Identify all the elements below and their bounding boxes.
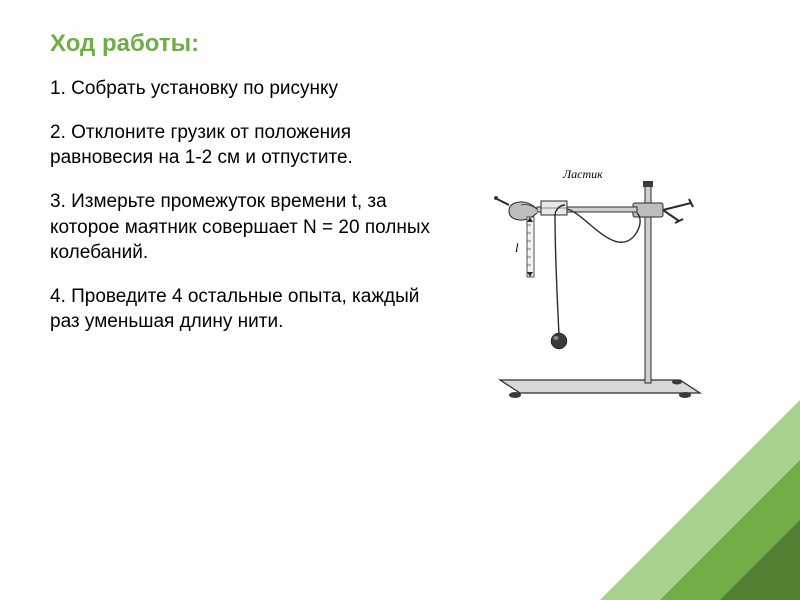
step-1: 1. Собрать установку по рисунку	[50, 76, 450, 102]
pendulum-diagram-icon	[445, 165, 715, 400]
pendulum-figure: Ластик l	[445, 165, 715, 400]
step-3: 3. Измерьте промежуток времени t, за кот…	[50, 189, 450, 266]
figure-label-eraser: Ластик	[563, 167, 603, 182]
step-2: 2. Отклоните грузик от положения равнове…	[50, 120, 450, 171]
step-4: 4. Проведите 4 остальные опыта, каждый р…	[50, 284, 450, 335]
page-title: Ход работы:	[50, 30, 750, 58]
figure-label-length: l	[515, 240, 519, 256]
slide: Ход работы: 1. Собрать установку по рису…	[0, 0, 800, 600]
